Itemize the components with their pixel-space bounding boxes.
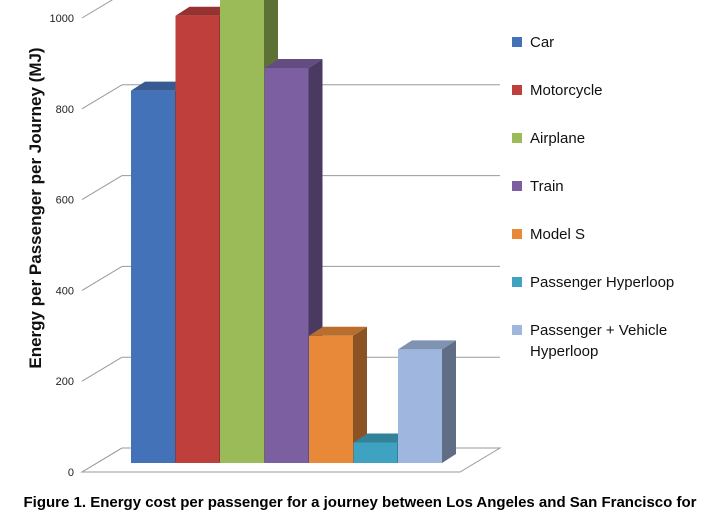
legend-swatch [512,37,522,47]
y-tick-label: 800 [56,104,74,116]
y-tick-label: 400 [56,285,74,297]
bar-top [398,340,456,350]
bar [353,442,398,463]
bar [398,349,442,463]
y-tick-label: 200 [56,376,74,388]
gridline-side [81,175,123,201]
bar-top [131,81,189,91]
legend-swatch [512,181,522,191]
y-tick-label: 0 [68,467,74,479]
bar [131,90,175,463]
y-tick-label: 1000 [50,13,74,25]
gridline-side [81,84,123,110]
legend-item: Model S [512,224,585,245]
bar-top [264,58,323,68]
legend-swatch [512,325,522,335]
floor [80,447,502,473]
legend-item: Train [512,176,564,197]
bar-top [353,433,412,443]
legend-label: Train [530,178,564,195]
gridline-side [81,356,123,382]
legend-item: Airplane [512,128,585,149]
legend-label: Model S [530,226,586,243]
bar [309,335,353,463]
legend-label: Airplane [530,130,586,147]
legend-swatch [512,229,522,239]
bar [175,15,220,463]
bar-side [442,340,456,463]
y-tick-label: 600 [56,195,74,207]
legend-swatch [512,85,522,95]
bar-top [175,6,234,16]
bar-side [353,326,367,463]
legend-label: Passenger + Vehicle Hyperloop [530,322,668,360]
bar-chart: 0 200 400 600 800 1000 [50,0,502,479]
legend-swatch [512,277,522,287]
legend-swatch [512,133,522,143]
legend-item: Passenger + Vehicle Hyperloop [512,320,680,362]
gridline-side [81,0,113,19]
legend-label: Passenger Hyperloop [530,274,675,291]
legend-label: Motorcycle [530,82,603,99]
bar-top [309,326,367,336]
legend-label: Car [530,34,555,51]
bar [264,67,309,463]
y-axis-label: Energy per Passenger per Journey (MJ) [26,47,45,369]
gridline-side [81,265,123,291]
legend-item: Motorcycle [512,80,603,101]
bar [220,0,264,463]
figure-caption: Figure 1. Energy cost per passenger for … [23,494,697,511]
legend-item: Car [512,32,554,53]
legend-item: Passenger Hyperloop [512,272,674,293]
